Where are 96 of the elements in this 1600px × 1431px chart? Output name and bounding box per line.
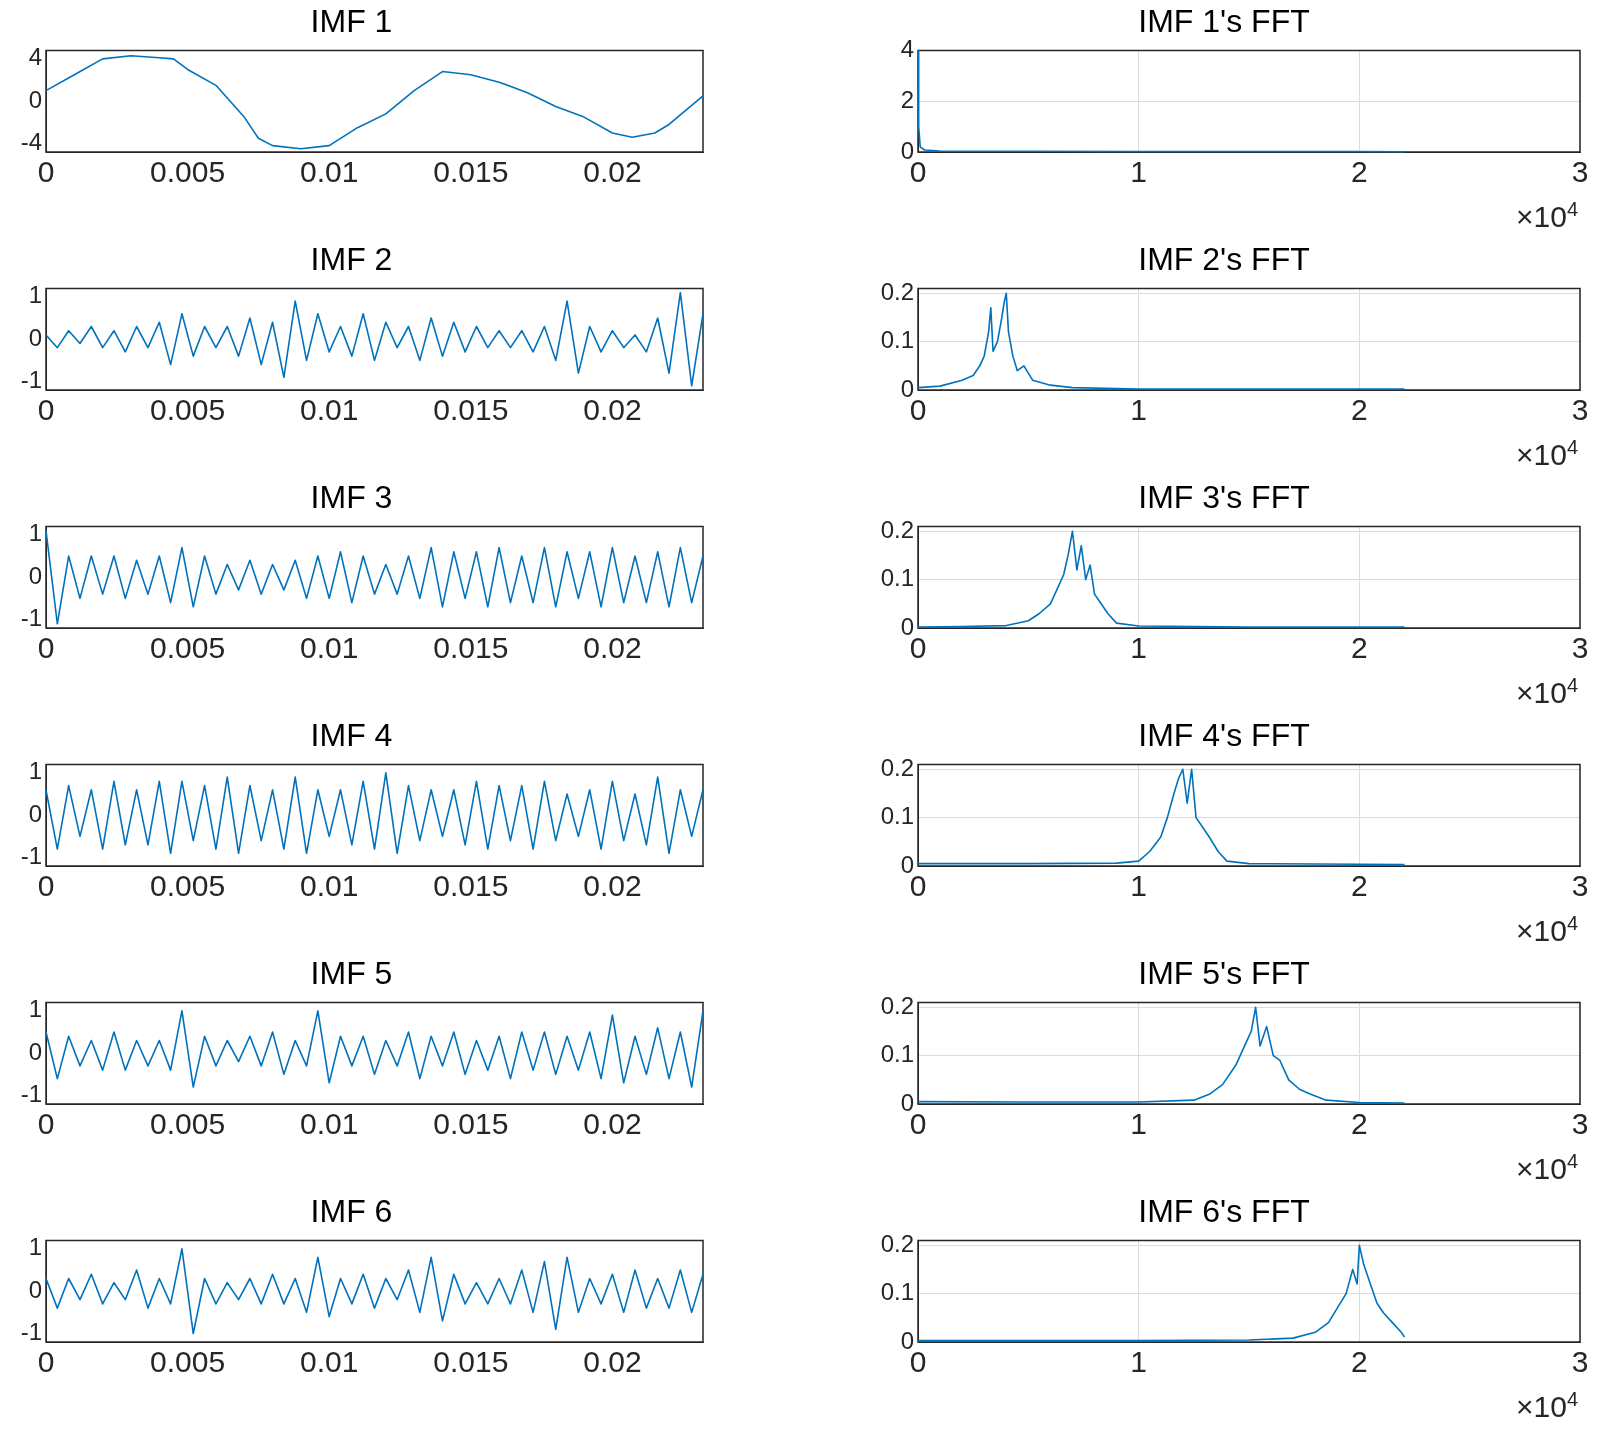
y-tick-label: -1 [20, 1318, 42, 1346]
chart-title: IMF 1 [310, 3, 393, 40]
x-tick-label: 0.015 [433, 1107, 509, 1141]
x-tick-label: 0.02 [583, 1345, 642, 1379]
chart-title: IMF 4's FFT [1138, 717, 1310, 754]
y-tick-label: 0.1 [880, 564, 914, 592]
x-tick-label: 0.005 [150, 1345, 226, 1379]
text: ×10$^{4}$ [1515, 674, 1578, 710]
x-tick-label: 0.01 [299, 1345, 359, 1379]
x-tick-label: 2 [1350, 155, 1368, 189]
y-tick-label: 2 [900, 85, 914, 113]
x-tick-label: 0.005 [150, 1107, 226, 1141]
chart-title: IMF 5's FFT [1138, 955, 1310, 992]
x-tick-label: 3 [1571, 631, 1589, 665]
chart-title: IMF 6's FFT [1138, 1193, 1310, 1230]
x-tick-label: 1 [1130, 631, 1148, 665]
x-tick-label: 1 [1130, 1107, 1148, 1141]
x-tick-label: 1 [1130, 155, 1148, 189]
chart-title: IMF 6 [310, 1193, 393, 1230]
y-tick-label: 0.2 [880, 515, 914, 543]
y-tick-label: 0 [28, 323, 42, 351]
y-tick-label: -1 [20, 842, 42, 870]
x-tick-label: 0.005 [150, 155, 226, 189]
chart-title: IMF 4 [310, 717, 393, 754]
y-tick-label: 0.2 [880, 753, 914, 781]
x-tick-label: 0.02 [583, 869, 642, 903]
x-tick-label: 0.01 [299, 869, 359, 903]
x-tick-label: 2 [1350, 1107, 1368, 1141]
x-tick-label: 0.01 [299, 1107, 359, 1141]
chart-title: IMF 5 [310, 955, 393, 992]
x-tick-label: 0.02 [583, 1107, 642, 1141]
y-tick-label: 1 [28, 519, 42, 547]
x-tick-label: 0.015 [433, 155, 509, 189]
chart-title: IMF 3's FFT [1138, 479, 1310, 516]
x-tick-label: 0.02 [583, 393, 642, 427]
x-tick-label: 3 [1571, 393, 1589, 427]
x-tick-label: 0.015 [433, 869, 509, 903]
y-tick-label: 0 [900, 1326, 914, 1354]
x-tick-label: 0.005 [150, 631, 226, 665]
y-tick-label: 0 [28, 561, 42, 589]
y-tick-label: 1 [28, 281, 42, 309]
x-tick-label: 1 [1130, 393, 1148, 427]
x-tick-label: 3 [1571, 869, 1589, 903]
y-tick-label: 0 [28, 1275, 42, 1303]
y-tick-label: 0.2 [880, 277, 914, 305]
text: ×10$^{4}$ [1515, 912, 1578, 948]
x-tick-label: 0.005 [150, 869, 226, 903]
y-tick-label: 4 [900, 35, 914, 63]
text: ×10$^{4}$ [1515, 1388, 1578, 1424]
y-tick-label: 0 [28, 799, 42, 827]
y-tick-label: 0.1 [880, 1040, 914, 1068]
chart-title: IMF 3 [310, 479, 393, 516]
x-tick-label: 1 [1130, 869, 1148, 903]
y-tick-label: 1 [28, 757, 42, 785]
chart-title: IMF 2's FFT [1138, 241, 1310, 278]
y-tick-label: -1 [20, 366, 42, 394]
x-tick-label: 0.01 [299, 393, 359, 427]
text: ×10$^{4}$ [1515, 436, 1578, 472]
y-tick-label: 0 [28, 85, 42, 113]
chart-title: IMF 2 [310, 241, 393, 278]
y-tick-label: 0.2 [880, 1229, 914, 1257]
y-tick-label: 1 [28, 1233, 42, 1261]
x-tick-label: 0.01 [299, 631, 359, 665]
y-tick-label: 4 [28, 43, 42, 71]
x-tick-label: 3 [1571, 1345, 1589, 1379]
x-tick-label: 2 [1350, 869, 1368, 903]
y-tick-label: -1 [20, 1080, 42, 1108]
y-tick-label: 0 [900, 612, 914, 640]
x-tick-label: 0.02 [583, 631, 642, 665]
y-tick-label: 0.1 [880, 1278, 914, 1306]
x-tick-label: 0.02 [583, 155, 642, 189]
text: ×10$^{4}$ [1515, 1150, 1578, 1186]
x-tick-label: 0.015 [433, 631, 509, 665]
y-tick-label: 0 [900, 1088, 914, 1116]
y-tick-label: 0.1 [880, 802, 914, 830]
y-tick-label: 0.2 [880, 991, 914, 1019]
x-tick-label: 0.005 [150, 393, 226, 427]
x-tick-label: 0.015 [433, 1345, 509, 1379]
x-tick-label: 2 [1350, 393, 1368, 427]
x-tick-label: 3 [1571, 155, 1589, 189]
x-tick-label: 2 [1350, 1345, 1368, 1379]
x-tick-label: 0.01 [299, 155, 359, 189]
x-tick-label: 0.015 [433, 393, 509, 427]
y-tick-label: -1 [20, 604, 42, 632]
y-tick-label: 0 [900, 136, 914, 164]
x-tick-label: 2 [1350, 631, 1368, 665]
x-tick-label: 1 [1130, 1345, 1148, 1379]
y-tick-label: 0 [900, 850, 914, 878]
x-tick-label: 3 [1571, 1107, 1589, 1141]
text: ×10$^{4}$ [1515, 198, 1578, 234]
y-tick-label: 0.1 [880, 326, 914, 354]
y-tick-label: 0 [900, 374, 914, 402]
y-tick-label: 0 [28, 1037, 42, 1065]
y-tick-label: -4 [20, 128, 42, 156]
y-tick-label: 1 [28, 995, 42, 1023]
chart-title: IMF 1's FFT [1138, 3, 1310, 40]
